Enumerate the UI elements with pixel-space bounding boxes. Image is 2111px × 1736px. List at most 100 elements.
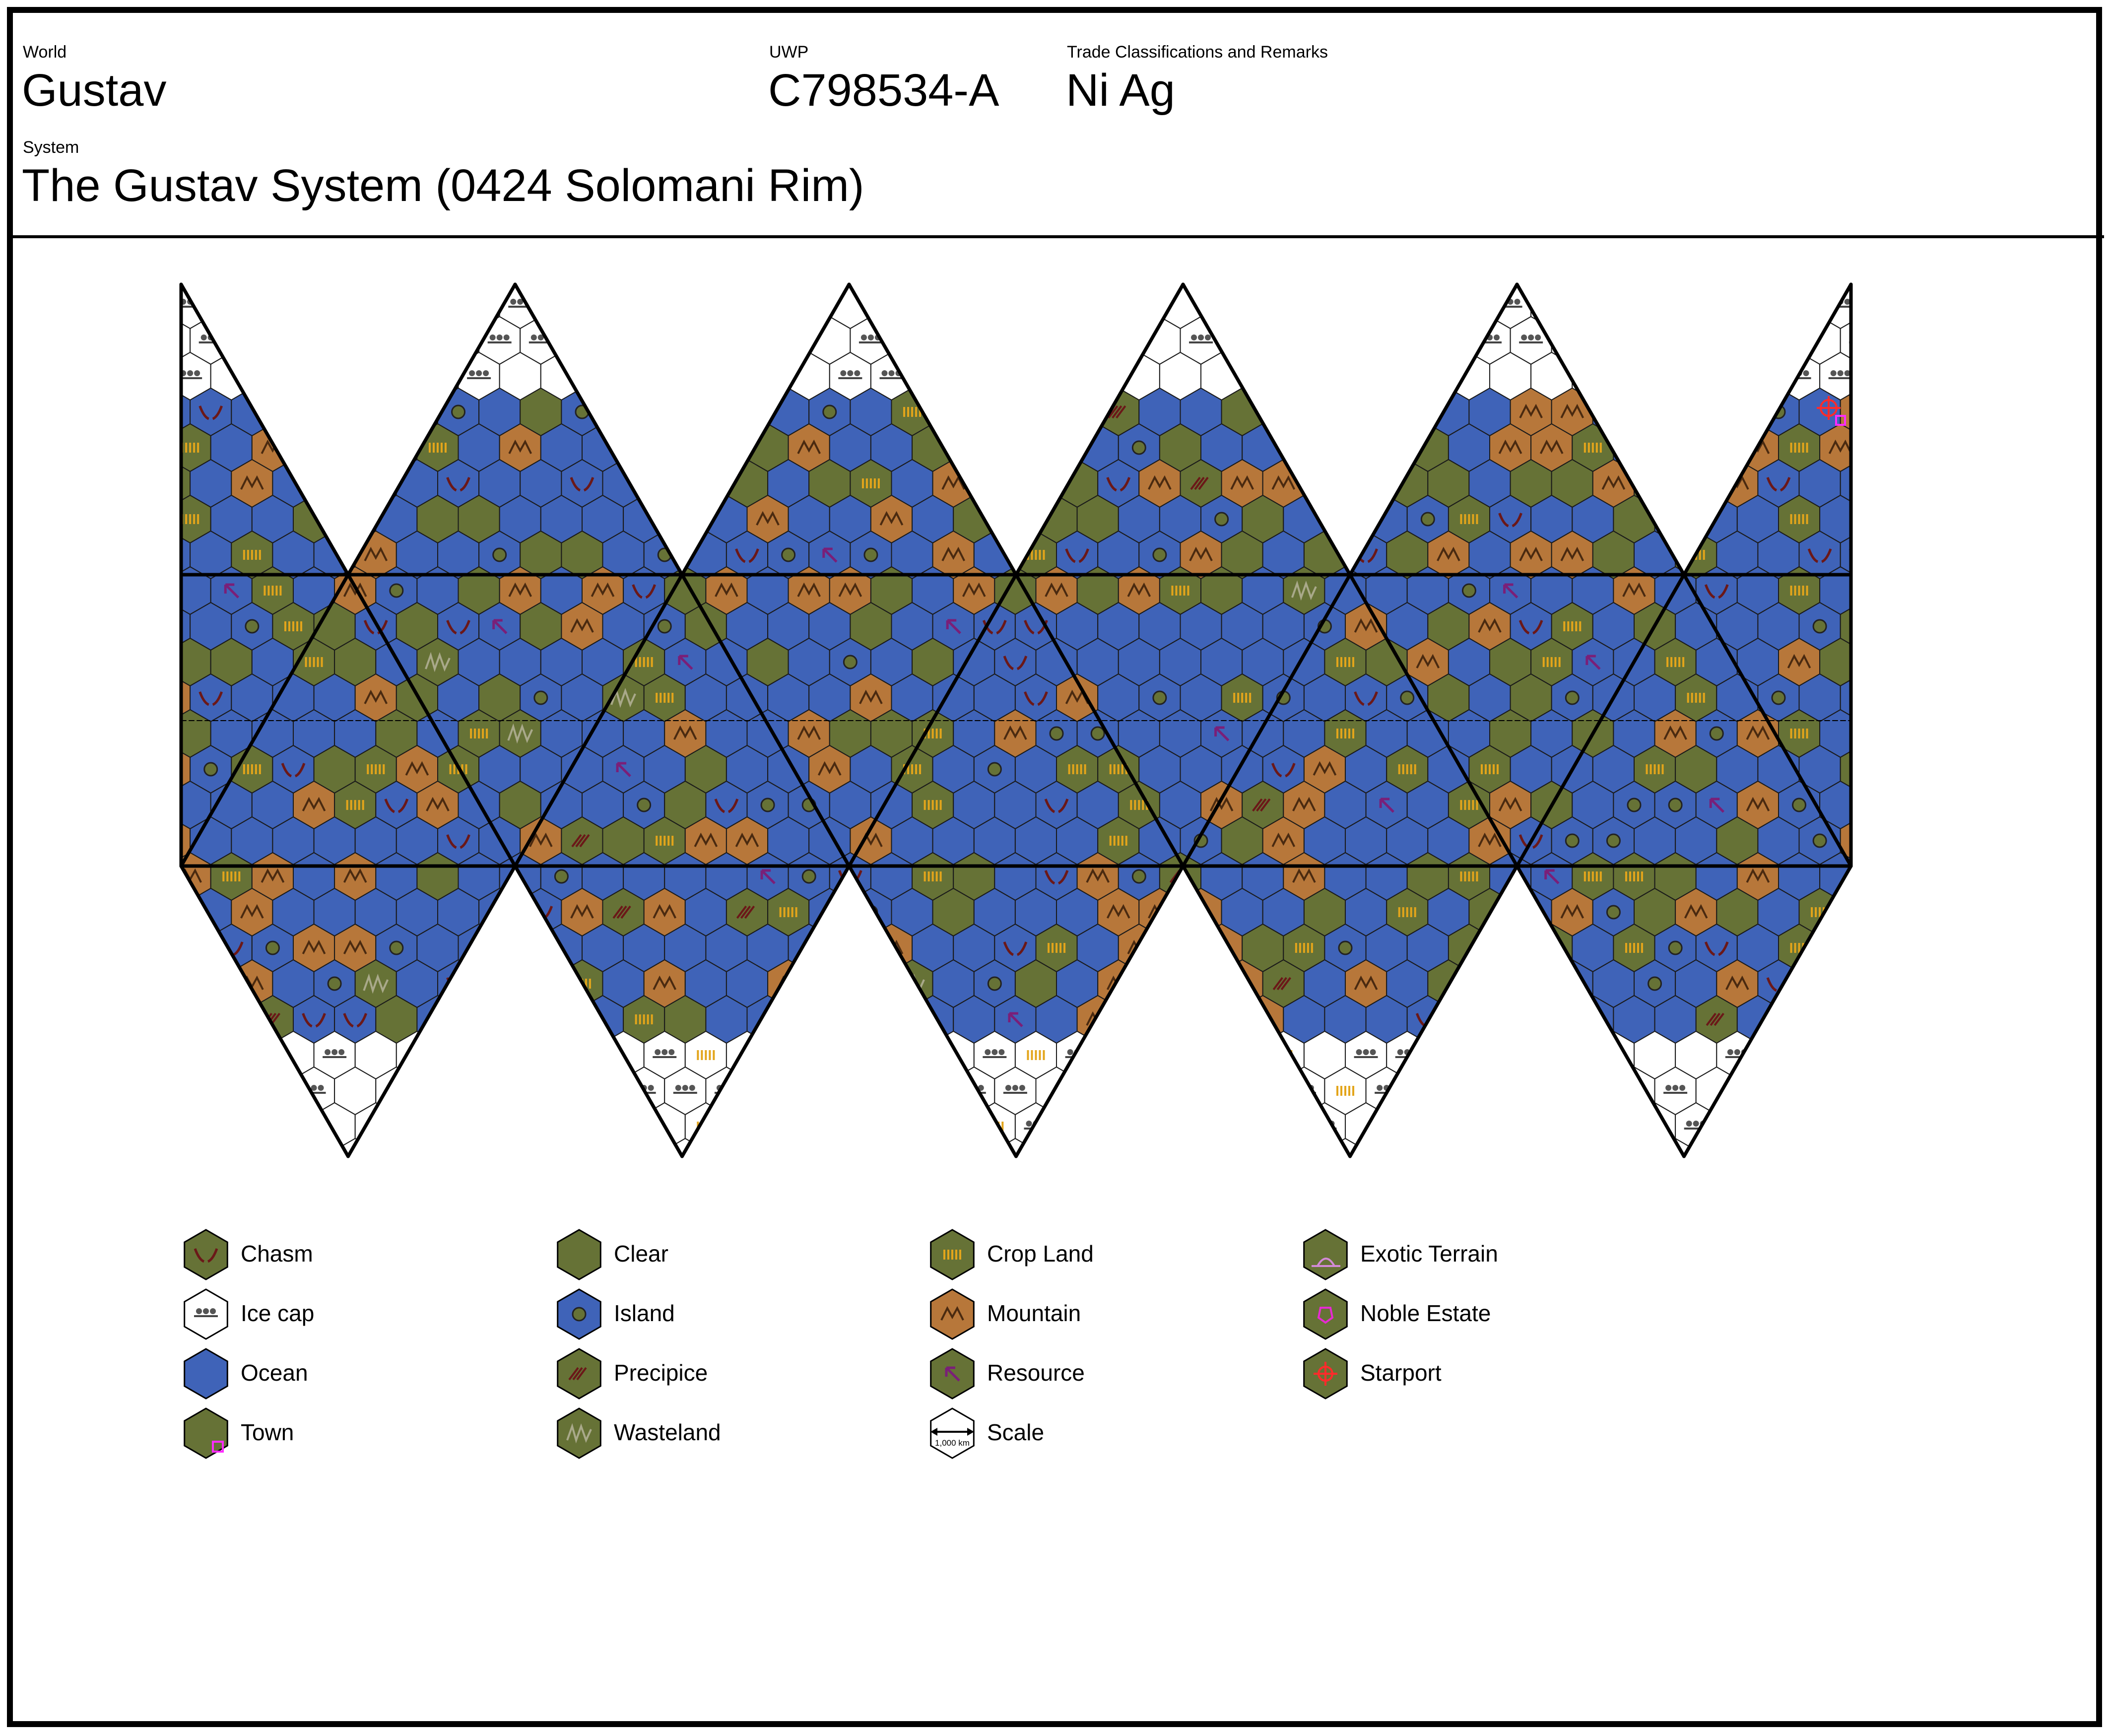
- hex-grid: [128, 209, 1861, 1222]
- icecap-hex: [1221, 284, 1263, 294]
- icecap-hex: [1530, 1137, 1573, 1156]
- icecap-hex: [768, 1174, 809, 1222]
- icecap-hex: [376, 209, 417, 257]
- legend-label: Crop Land: [987, 1241, 1094, 1267]
- icecap-hex: [1076, 284, 1119, 330]
- icecap-hex: [1798, 1030, 1841, 1080]
- trade-codes: Ni Ag: [1066, 65, 1175, 116]
- icecap-hex: [190, 1174, 231, 1222]
- icecap-hex: [1654, 351, 1697, 401]
- legend-label: Island: [614, 1300, 675, 1326]
- ocean-hex: [1159, 923, 1201, 973]
- ocean-hex: [1798, 530, 1841, 580]
- icecap-hex: [829, 1137, 871, 1156]
- icecap-hex: [623, 351, 665, 401]
- icecap-hex: [788, 1066, 830, 1116]
- icecap-hex: [1324, 284, 1367, 330]
- icecap-hex: [664, 209, 706, 257]
- icecap-hex: [375, 284, 418, 330]
- ocean-hex: [994, 494, 1037, 544]
- starport-icon: [1303, 1348, 1348, 1400]
- ocean-hex: [829, 923, 871, 973]
- icecap-hex: [1077, 209, 1119, 257]
- icecap-hex: [1181, 1174, 1222, 1222]
- clear-hex: [181, 494, 211, 544]
- icecap-hex: [1263, 1174, 1304, 1222]
- icecap-hex: [994, 351, 1037, 401]
- icecap-hex: [1386, 284, 1429, 294]
- icecap-hex: [1531, 209, 1572, 257]
- icecap-hex: [808, 284, 851, 294]
- icecap-hex: [1757, 1030, 1800, 1080]
- icecap-hex: [313, 284, 356, 294]
- icecap-hex: [891, 284, 933, 294]
- mountain-hex: [1345, 387, 1387, 437]
- icecap-hex: [375, 1137, 418, 1156]
- icecap-hex: [231, 1102, 273, 1151]
- icecap-hex: [1592, 284, 1635, 294]
- mountain-hex: [313, 459, 356, 508]
- scale-text: 1,000 km: [935, 1438, 970, 1448]
- ocean-hex: [1819, 995, 1851, 1044]
- icecap-hex: [1303, 316, 1346, 365]
- icecap-hex: [1654, 284, 1697, 330]
- system-name: The Gustav System (0424 Solomani Rim): [22, 160, 864, 211]
- ocean-hex: [1262, 387, 1305, 437]
- ocean-hex: [1386, 387, 1429, 437]
- clear-hex: [1056, 744, 1099, 794]
- ocean-hex: [1798, 959, 1841, 1008]
- ocean-hex: [1200, 494, 1243, 544]
- ocean-hex: [973, 387, 1016, 437]
- icecap-hex: [747, 209, 789, 257]
- icecap-hex: [540, 1137, 583, 1156]
- icecap-hex: [974, 1174, 1015, 1222]
- icecap-hex: [1138, 1102, 1181, 1151]
- icecap-hex: [789, 209, 830, 257]
- icecap-hex: [623, 284, 665, 330]
- ocean-hex: [181, 959, 191, 1008]
- clear-hex: [1097, 816, 1140, 866]
- icecap-hex: [181, 1102, 191, 1151]
- icecap-hex: [540, 284, 583, 330]
- icecap-hex: [128, 352, 169, 400]
- ocean-hex: [1840, 887, 1851, 937]
- icecap-hex: [1097, 1102, 1140, 1151]
- icecap-hex: [437, 1030, 480, 1080]
- icecap-hex: [953, 1137, 995, 1156]
- icecap-hex: [912, 1137, 954, 1156]
- clear-hex: [1778, 709, 1821, 758]
- icecap-hex: [1407, 209, 1449, 257]
- icecap-hex: [1242, 284, 1284, 330]
- icecap-hex: [623, 209, 664, 257]
- icecap-hex: [293, 284, 335, 330]
- icecap-hex: [1489, 1137, 1532, 1156]
- clear-hex: [181, 923, 211, 973]
- legend-label: Chasm: [241, 1241, 313, 1267]
- icecap-hex: [1511, 1174, 1552, 1222]
- icecap-hex: [252, 209, 293, 257]
- mountain-hex: [1716, 959, 1759, 1008]
- ocean-hex: [520, 959, 562, 1008]
- icecap-hex: [1076, 1066, 1119, 1116]
- icecap-hex: [973, 316, 1016, 365]
- icecap-hex: [1820, 209, 1861, 257]
- ocean-hex: [334, 423, 377, 472]
- icecap-hex: [1076, 351, 1119, 401]
- icecap-hex: [1428, 1174, 1469, 1222]
- ocean-hex: [561, 459, 603, 508]
- icecap-hex: [1655, 209, 1696, 257]
- icecap-hex: [1634, 284, 1676, 294]
- icecap-hex: [272, 316, 315, 365]
- ocean-hex: [1056, 530, 1099, 580]
- icecap-hex: [128, 281, 169, 329]
- icecap-hex: [1097, 284, 1140, 294]
- icecap-hex: [478, 1102, 521, 1151]
- icecap-hex: [664, 1137, 707, 1156]
- icecap-hex: [994, 209, 1036, 257]
- icecap-hex: [870, 1137, 913, 1156]
- clear-hex: [623, 423, 665, 472]
- clear-hex: [128, 853, 169, 900]
- icecap-hex: [892, 1174, 933, 1222]
- icecap-hex: [396, 1102, 438, 1151]
